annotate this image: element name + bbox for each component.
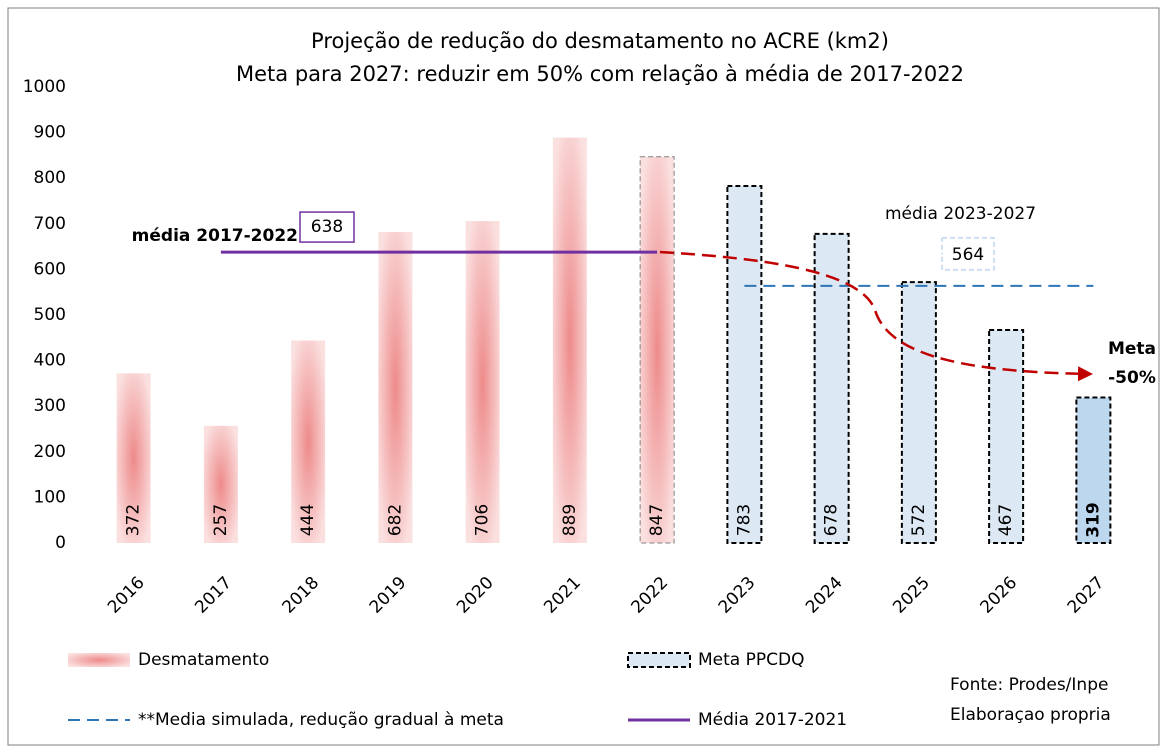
value-label: 847 [647, 504, 667, 536]
bar [378, 232, 413, 543]
bar [552, 137, 587, 543]
value-label: 572 [909, 504, 929, 536]
y-tick-label: 100 [34, 487, 66, 507]
value-box [941, 237, 995, 271]
source: Fonte: Prodes/Inpe [950, 675, 1108, 695]
y-tick-label: 800 [34, 168, 66, 188]
value-label: 706 [473, 504, 493, 536]
annotation: Meta [1108, 339, 1156, 359]
trend-arrow [659, 250, 1093, 382]
y-tick-label: 300 [34, 396, 66, 416]
y-tick-label: 0 [55, 533, 66, 553]
legend-swatch [627, 652, 691, 668]
legend-label: Média 2017-2021 [698, 710, 847, 730]
value-label: 638 [311, 217, 343, 237]
value-label: 889 [560, 504, 580, 536]
bar [116, 373, 151, 543]
legend-label: **Media simulada, redução gradual à meta [138, 710, 504, 730]
y-tick-label: 200 [34, 442, 66, 462]
bar [639, 156, 675, 544]
value-label: 467 [996, 504, 1016, 536]
legend-label: Meta PPCDQ [698, 650, 804, 670]
annotation: média 2017-2022 [132, 226, 298, 246]
bar [988, 329, 1025, 544]
legend-swatch [68, 653, 130, 667]
bar [203, 425, 238, 543]
bar [726, 184, 763, 544]
bar [1075, 396, 1112, 545]
source: Elaboraçao propria [950, 705, 1111, 725]
value-label: 783 [734, 504, 754, 536]
value-box [299, 211, 355, 243]
y-tick-label: 900 [34, 123, 66, 143]
bar [291, 340, 326, 543]
y-tick-label: 700 [34, 214, 66, 234]
bar [813, 232, 850, 544]
value-label: 372 [124, 504, 144, 536]
annotation: média 2023-2027 [885, 204, 1036, 224]
value-label: 678 [822, 504, 842, 536]
value-label: 319 [1083, 502, 1103, 538]
bar [900, 281, 937, 544]
y-tick-label: 400 [34, 351, 66, 371]
y-tick-label: 500 [34, 305, 66, 325]
annotation: -50% [1108, 368, 1156, 388]
value-label: 257 [211, 504, 231, 536]
y-tick-label: 1000 [23, 77, 66, 97]
y-tick-label: 600 [34, 259, 66, 279]
chart-subtitle: Meta para 2027: reduzir em 50% com relaç… [236, 62, 964, 86]
legend-label: Desmatamento [138, 650, 269, 670]
chart-title: Projeção de redução do desmatamento no A… [311, 29, 889, 53]
value-label: 564 [952, 245, 984, 265]
value-label: 682 [385, 504, 405, 536]
bar [465, 221, 500, 543]
value-label: 444 [298, 504, 318, 536]
